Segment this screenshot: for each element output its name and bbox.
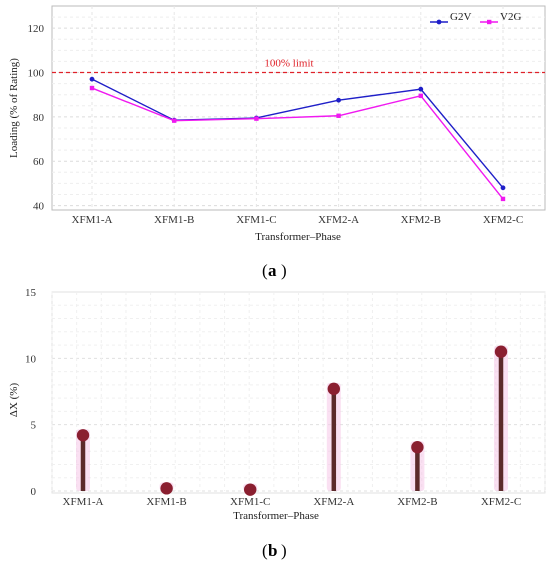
plot-area-a (51, 5, 546, 211)
y-tick-label: 5 (31, 420, 37, 432)
panel-label-b-close: ) (281, 541, 287, 560)
point-g2v (418, 86, 424, 92)
y-tick-label: 80 (33, 112, 45, 124)
bar-marker (76, 429, 90, 442)
y-tick-label: 100 (28, 68, 45, 80)
x-tick-label: XFM1-B (146, 496, 186, 508)
panel-label-b-open: ( (262, 541, 268, 560)
x-tick-label: XFM1-A (63, 496, 104, 508)
bar-marker (327, 382, 340, 396)
y-ticks-a: 40 60 80 100 120 (28, 23, 45, 212)
x-tick-label: XFM1-A (72, 214, 113, 226)
point-v2g (418, 93, 423, 99)
x-tick-label: XFM2-A (318, 214, 359, 226)
legend-marker-g2v (436, 19, 442, 25)
y-tick-label: 0 (31, 486, 37, 498)
point-v2g (254, 116, 259, 121)
series-line-g2v (91, 78, 504, 189)
x-ticks-a: XFM1-A XFM1-B XFM1-C XFM2-A XFM2-B XFM2-C (72, 214, 524, 226)
legend: G2V V2G (430, 11, 521, 25)
y-axis-label-b: ΔX (%) (8, 383, 20, 418)
bar-marker (411, 441, 424, 454)
y-tick-label: 40 (33, 201, 45, 213)
x-tick-label: XFM1-C (236, 214, 276, 226)
y-tick-label: 120 (28, 23, 45, 35)
x-tick-label: XFM2-B (401, 214, 441, 226)
x-ticks-b: XFM1-A XFM1-B XFM1-C XFM2-A XFM2-B XFM2-C (63, 496, 522, 508)
reference-line-label: 100% limit (264, 58, 313, 70)
series-b (76, 345, 508, 496)
grid-b (51, 291, 546, 492)
series-line-v2g (91, 87, 504, 200)
point-v2g (336, 113, 341, 118)
y-axis-label-a: Loading (% of Rating) (8, 58, 20, 158)
y-tick-label: 60 (33, 156, 45, 168)
bar-marker (494, 345, 508, 358)
x-tick-label: XFM2-B (397, 496, 437, 508)
reference-line-group: 100% limit (52, 58, 545, 74)
y-ticks-b: 0 5 10 15 (25, 287, 37, 498)
legend-label-g2v: G2V (450, 11, 471, 23)
point-g2v (500, 185, 506, 191)
plot-area-b (51, 291, 546, 494)
point-v2g (500, 196, 506, 202)
point-v2g (89, 85, 95, 91)
bar-marker (244, 483, 257, 496)
x-axis-label-a: Transformer–Phase (255, 231, 341, 243)
x-tick-label: XFM2-C (483, 214, 523, 226)
x-tick-label: XFM2-A (313, 496, 354, 508)
legend-label-v2g: V2G (500, 11, 521, 23)
y-tick-label: 15 (25, 287, 37, 299)
legend-marker-v2g (487, 19, 492, 25)
series-a (89, 76, 506, 202)
y-tick-label: 10 (25, 353, 37, 365)
point-v2g (172, 118, 177, 123)
panel-label-a: a (268, 261, 277, 280)
panel-label-a-close: ) (281, 261, 287, 280)
x-tick-label: XFM2-C (481, 496, 521, 508)
bar-marker (160, 482, 173, 495)
panel-label-a-open: ( (262, 261, 268, 280)
panel-label-b: b (268, 541, 277, 560)
point-g2v (89, 76, 95, 82)
point-g2v (336, 97, 341, 103)
x-axis-label-b: Transformer–Phase (233, 510, 319, 522)
x-tick-label: XFM1-C (230, 496, 270, 508)
x-tick-label: XFM1-B (154, 214, 194, 226)
